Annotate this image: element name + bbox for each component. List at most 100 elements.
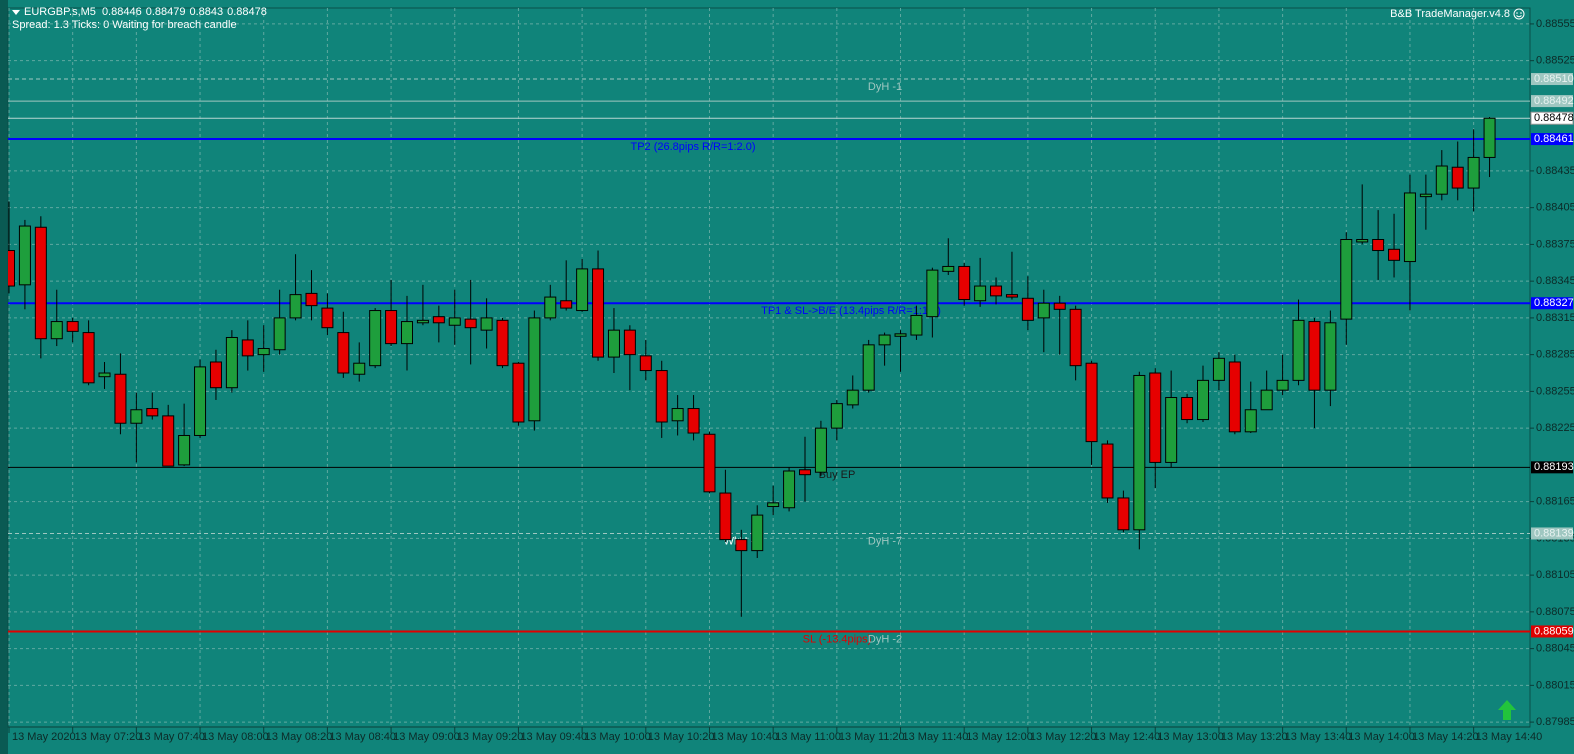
price-tag bbox=[1531, 297, 1573, 310]
x-tick-label: 13 May 13:20 bbox=[1221, 731, 1288, 743]
candle-body-down bbox=[703, 433, 716, 493]
y-tick-label: 0.88285 bbox=[1536, 349, 1574, 361]
candle-body-down bbox=[1181, 397, 1194, 421]
candle-body-down bbox=[1021, 297, 1034, 321]
level-label: DyH -1 bbox=[868, 81, 902, 93]
level-label: SL (-13.4pips) bbox=[803, 633, 872, 645]
price-tag-label: 0.88478 bbox=[1534, 112, 1574, 124]
x-tick-label: 13 May 13:00 bbox=[1157, 731, 1224, 743]
levels: DyH -1 TP2 (26.8pips R/R=1:2.0) TP1 & SL->… bbox=[8, 78, 1530, 645]
candle-body-down bbox=[512, 362, 525, 423]
x-tick-label: 13 May 12:00 bbox=[966, 731, 1033, 743]
candle-body-down bbox=[560, 300, 573, 309]
candle-body-down bbox=[305, 292, 318, 307]
candle-body-down bbox=[8, 250, 15, 287]
candle-body-down bbox=[799, 469, 811, 476]
candle-body-down bbox=[114, 373, 127, 424]
candle-body-up bbox=[1467, 156, 1480, 189]
candle-body-down bbox=[82, 332, 95, 384]
quote-low: 0.8843 bbox=[189, 6, 223, 18]
candle-body-down bbox=[385, 310, 398, 345]
candle-body-down bbox=[432, 316, 445, 324]
level-label: TP2 (26.8pips R/R=1:2.0) bbox=[630, 141, 755, 153]
y-tick-label: 0.88015 bbox=[1536, 679, 1574, 691]
candle-body-up bbox=[257, 348, 270, 356]
left-frame bbox=[0, 0, 8, 754]
price-tag-label: 0.88492 bbox=[1534, 95, 1574, 107]
candle-body-up bbox=[910, 314, 923, 336]
menu-arrow[interactable] bbox=[12, 10, 20, 15]
candle-body-up bbox=[1356, 239, 1369, 243]
candle-body-up bbox=[1324, 322, 1337, 391]
candle-body-up bbox=[1133, 374, 1146, 531]
buy-arrow-icon bbox=[1498, 700, 1516, 720]
x-tick-label: 13 May 10:20 bbox=[648, 731, 715, 743]
y-tick-label: 0.88075 bbox=[1536, 606, 1574, 618]
candle-body-down bbox=[66, 321, 79, 332]
candle-body-down bbox=[1069, 308, 1082, 367]
candle-body-down bbox=[990, 285, 1003, 297]
candle-body-up bbox=[607, 329, 620, 358]
axes: 0.88555 0.88525 0.88435 0.88405 0.88375 0.883… bbox=[8, 18, 1574, 743]
x-tick-label: 13 May 14:20 bbox=[1412, 731, 1479, 743]
x-tick-label: 13 May 13:40 bbox=[1285, 731, 1352, 743]
x-tick-label: 13 May 14:40 bbox=[1476, 731, 1543, 743]
expert-name: B&B TradeManager.v4.8 bbox=[1390, 8, 1510, 20]
candle-body-up bbox=[1165, 397, 1178, 463]
candle-body-up bbox=[1244, 409, 1257, 433]
y-tick-label: 0.88405 bbox=[1536, 202, 1574, 214]
level-label: Buy EP bbox=[819, 469, 856, 481]
candle-body-up bbox=[1037, 302, 1050, 319]
price-tag bbox=[1531, 527, 1573, 540]
y-tick-label: 0.88375 bbox=[1536, 238, 1574, 250]
candle-body-down bbox=[146, 408, 159, 417]
x-tick-label: 13 May 09:20 bbox=[457, 731, 524, 743]
candle-body-down bbox=[1117, 497, 1130, 531]
y-tick-label: 0.88435 bbox=[1536, 165, 1574, 177]
x-tick-label: 13 May 2020 bbox=[12, 731, 76, 743]
candle-body-up bbox=[783, 470, 796, 509]
candle-body-down bbox=[958, 265, 971, 301]
candle-body-up bbox=[830, 403, 843, 429]
candle-body-down bbox=[687, 408, 700, 434]
candle-body-up bbox=[544, 296, 557, 319]
y-tick-label: 0.88165 bbox=[1536, 496, 1574, 508]
candle-body-down bbox=[321, 307, 334, 329]
symbol: EURGBP.s,M5 bbox=[24, 6, 96, 18]
status: Spread: 1.3 Ticks: 0 Waiting for breach … bbox=[12, 19, 237, 31]
candle-body-up bbox=[576, 268, 589, 312]
quote-open: 0.88446 bbox=[102, 6, 142, 18]
candle-body-up bbox=[862, 344, 875, 391]
candle-body-up bbox=[194, 366, 207, 436]
candles bbox=[8, 117, 1496, 617]
candle-body-up bbox=[289, 294, 302, 319]
candle-body-up bbox=[18, 225, 31, 286]
candle-body-down bbox=[592, 268, 605, 358]
x-tick-label: 13 May 11:20 bbox=[839, 731, 905, 743]
x-tick-label: 13 May 07:20 bbox=[75, 731, 142, 743]
candle-body-up bbox=[50, 321, 63, 340]
candle-body-down bbox=[639, 355, 652, 372]
y-tick-label: 0.88345 bbox=[1536, 275, 1574, 287]
candle-body-down bbox=[1149, 372, 1162, 463]
candle-body-up bbox=[98, 372, 111, 378]
y-tick-label: 0.88255 bbox=[1536, 385, 1574, 397]
candle-body-down bbox=[34, 226, 47, 340]
candle-body-down bbox=[1308, 321, 1321, 391]
level-label: DyH -2 bbox=[868, 633, 902, 645]
x-tick-label: 13 May 08:40 bbox=[329, 731, 396, 743]
price-tag-label: 0.88327 bbox=[1534, 297, 1574, 309]
x-tick-label: 13 May 07:40 bbox=[138, 731, 205, 743]
price-tag bbox=[1531, 461, 1573, 474]
candle-body-up bbox=[369, 310, 382, 367]
candle-body-down bbox=[1451, 166, 1464, 189]
x-tick-label: 13 May 11:40 bbox=[903, 731, 969, 743]
y-tick-label: 0.88045 bbox=[1536, 643, 1574, 655]
candle-body-down bbox=[241, 339, 254, 357]
price-tag bbox=[1530, 111, 1574, 125]
candle-body-down bbox=[496, 319, 509, 367]
candle-body-up bbox=[814, 427, 827, 473]
y-tick-label: 0.88105 bbox=[1536, 569, 1574, 581]
